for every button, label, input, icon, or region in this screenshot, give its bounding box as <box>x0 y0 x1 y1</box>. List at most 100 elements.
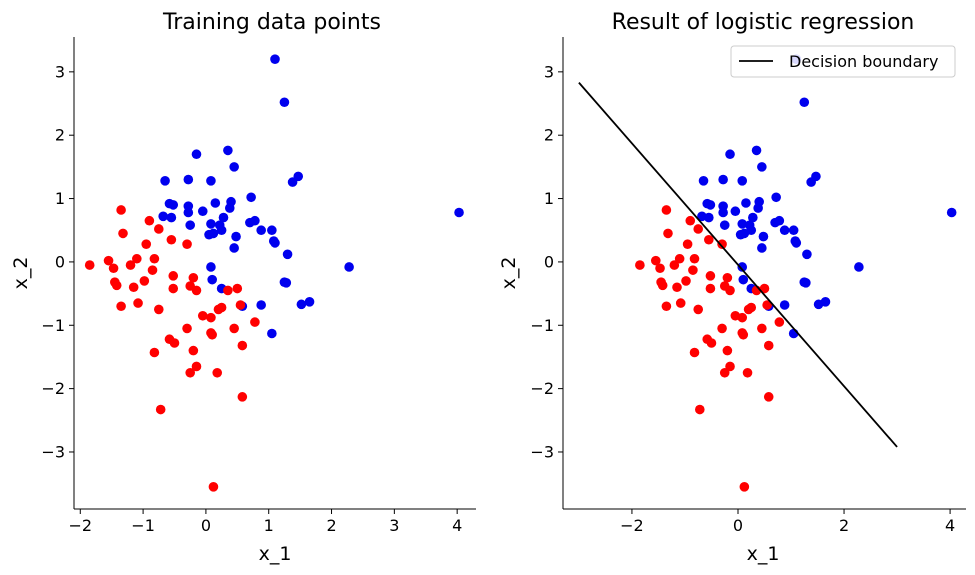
data-point-class-0 <box>197 310 208 321</box>
data-point-class-1 <box>757 243 767 253</box>
data-point-class-0 <box>661 301 672 312</box>
data-point-class-0 <box>704 234 714 245</box>
left-subplot: Training data points −2 −1 0 1 2 3 4 −3 −2 −1 0 1 2… <box>10 10 476 565</box>
y-tick-label: 1 <box>55 189 65 208</box>
left-y-axis-label: x_2 <box>10 257 32 290</box>
right-x-ticks: −2 0 2 4 <box>620 509 955 535</box>
data-point-class-0 <box>139 276 150 286</box>
data-point-class-0 <box>153 304 164 315</box>
right-y-ticks: −3 −2 −1 0 1 2 3 <box>530 62 563 461</box>
data-point-class-0 <box>657 280 668 291</box>
y-tick-label: −3 <box>41 442 65 461</box>
legend-entry-decision-boundary: Decision boundary <box>789 52 938 71</box>
data-point-class-1 <box>224 203 235 213</box>
data-point-class-0 <box>166 234 177 245</box>
x-tick-label: 1 <box>264 516 274 535</box>
data-point-class-1 <box>270 54 280 64</box>
x-tick-label: 2 <box>326 516 336 535</box>
data-point-class-1 <box>770 217 780 228</box>
data-point-class-0 <box>695 404 705 415</box>
y-tick-label: −2 <box>530 379 554 398</box>
data-point-class-0 <box>213 304 224 315</box>
x-tick-label: 4 <box>452 516 462 535</box>
y-tick-label: 1 <box>544 189 554 208</box>
x-tick-label: 4 <box>945 516 955 535</box>
data-point-class-1 <box>282 249 293 260</box>
data-point-class-1 <box>806 177 816 187</box>
data-point-class-0 <box>132 253 142 264</box>
data-point-class-0 <box>739 482 750 492</box>
data-point-class-1 <box>246 192 256 203</box>
data-point-class-1 <box>216 225 227 236</box>
data-point-class-1 <box>704 212 714 223</box>
data-point-class-0 <box>141 239 152 249</box>
data-point-class-0 <box>116 301 126 312</box>
left-chart-title: Training data points <box>162 10 381 35</box>
data-point-class-1 <box>191 149 202 160</box>
data-point-class-0 <box>133 298 143 308</box>
data-point-class-0 <box>153 224 164 234</box>
data-point-class-1 <box>737 219 748 229</box>
data-point-class-1 <box>296 299 307 310</box>
data-point-class-1 <box>801 278 811 288</box>
x-tick-label: 2 <box>839 516 849 535</box>
data-point-class-1 <box>208 228 219 239</box>
data-point-class-1 <box>229 162 239 172</box>
right-chart-title: Result of logistic regression <box>612 10 915 35</box>
data-point-class-1 <box>854 262 864 272</box>
data-point-class-1 <box>753 203 763 213</box>
y-tick-label: −2 <box>41 379 65 398</box>
right-points <box>635 54 957 492</box>
data-point-class-0 <box>669 260 680 270</box>
decision-boundary-line <box>578 82 898 448</box>
data-point-class-1 <box>454 207 464 218</box>
data-point-class-1 <box>718 174 728 185</box>
data-point-class-0 <box>672 282 682 293</box>
data-point-class-1 <box>719 220 730 230</box>
data-point-class-1 <box>166 212 177 223</box>
x-tick-label: −2 <box>68 516 92 535</box>
data-point-class-0 <box>147 265 158 275</box>
data-point-class-0 <box>635 260 645 270</box>
data-point-class-0 <box>155 404 166 415</box>
data-point-class-0 <box>128 282 139 293</box>
data-point-class-0 <box>675 298 686 308</box>
y-tick-label: 2 <box>544 126 554 145</box>
y-tick-label: 2 <box>55 126 65 145</box>
y-tick-label: 3 <box>55 62 65 81</box>
x-tick-label: 0 <box>733 516 743 535</box>
data-point-class-1 <box>725 149 735 160</box>
data-point-class-1 <box>256 300 266 310</box>
data-point-class-1 <box>281 278 292 288</box>
data-point-class-0 <box>250 317 260 327</box>
data-point-class-0 <box>759 283 770 294</box>
data-point-class-0 <box>693 304 704 315</box>
data-point-class-1 <box>197 206 208 217</box>
data-point-class-0 <box>182 323 192 334</box>
data-point-class-0 <box>663 228 673 239</box>
data-point-class-0 <box>722 272 733 283</box>
data-point-class-1 <box>802 249 812 260</box>
data-point-class-1 <box>751 145 762 156</box>
data-point-class-0 <box>719 367 730 378</box>
data-point-class-1 <box>738 274 749 285</box>
data-point-class-1 <box>158 211 168 222</box>
x-tick-label: −1 <box>131 516 155 535</box>
data-point-class-1 <box>185 220 196 230</box>
data-point-class-0 <box>762 300 772 310</box>
y-tick-label: −3 <box>530 442 554 461</box>
right-x-axis-label: x_1 <box>747 543 780 565</box>
data-point-class-0 <box>182 239 192 249</box>
data-point-class-0 <box>763 340 774 351</box>
data-point-class-0 <box>207 329 217 340</box>
data-point-class-1 <box>183 207 194 218</box>
data-point-class-1 <box>718 207 728 218</box>
data-point-class-0 <box>188 345 199 356</box>
data-point-class-0 <box>185 367 196 378</box>
data-point-class-0 <box>118 228 128 239</box>
x-tick-label: 0 <box>201 516 211 535</box>
data-point-class-0 <box>763 392 774 402</box>
data-point-class-1 <box>946 207 957 218</box>
data-point-class-1 <box>267 225 277 236</box>
